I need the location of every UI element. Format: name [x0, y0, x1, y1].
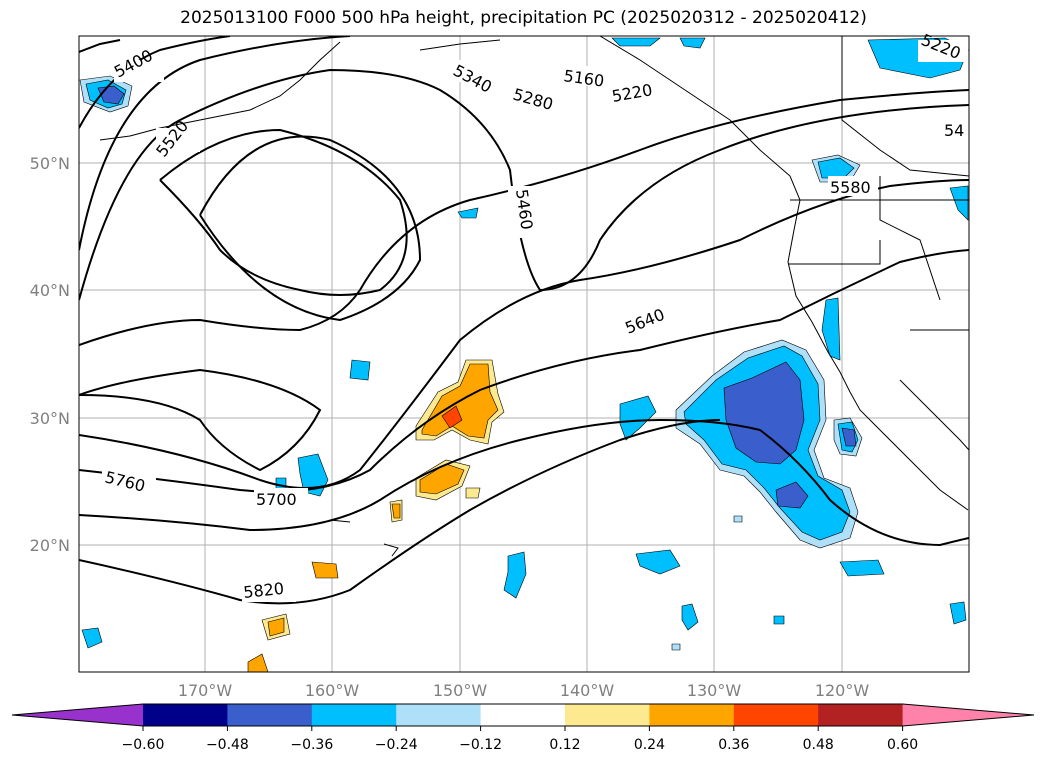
map-title: 2025013100 F000 500 hPa height, precipit…: [180, 8, 867, 28]
colorbar-tick-label: −0.24: [375, 737, 418, 753]
colorbar-tick-label: 0.36: [718, 737, 749, 753]
colorbar-tick-label: 0.60: [887, 737, 918, 753]
colorbar-segment: [818, 704, 904, 726]
contour-label: 5700: [256, 490, 297, 509]
contour-label: 54: [944, 121, 964, 140]
lat-label: 40°N: [30, 281, 70, 300]
height-contours: [79, 36, 969, 605]
contour-label: 5580: [830, 178, 871, 197]
colorbar-extend-high: [902, 704, 1034, 726]
colorbar-tick-label: −0.60: [122, 737, 165, 753]
colorbar-tick-label: 0.24: [634, 737, 665, 753]
colorbar-segment: [649, 704, 735, 726]
contour-label-group: 5400 5520 5340 5280 5160 5220 5220 54 54…: [102, 30, 969, 602]
lon-label: 170°W: [178, 681, 233, 700]
contour-label: 5820: [242, 579, 284, 602]
lon-label: 150°W: [433, 681, 488, 700]
colorbar-tick-label: −0.12: [459, 737, 502, 753]
lon-label: 140°W: [560, 681, 615, 700]
lat-label: 20°N: [30, 536, 70, 555]
lat-label: 30°N: [30, 409, 70, 428]
colorbar-segment: [565, 704, 650, 726]
coastlines: [99, 36, 969, 557]
colorbar-tick-label: −0.36: [290, 737, 333, 753]
lon-label: 130°W: [687, 681, 742, 700]
colorbar-tick-label: −0.48: [206, 737, 249, 753]
colorbar-segment: [227, 704, 313, 726]
lat-label: 50°N: [30, 154, 70, 173]
lon-label: 120°W: [815, 681, 870, 700]
colorbar-extend-low: [12, 704, 143, 726]
longitude-labels: 170°W 160°W 150°W 140°W 130°W 120°W: [178, 681, 870, 700]
colorbar-segment: [480, 704, 566, 726]
colorbar-segment: [311, 704, 397, 726]
colorbar: −0.60 −0.48 −0.36 −0.24 −0.12 0.12 0.24 0.36 0.4…: [11, 703, 1035, 753]
colorbar-segment: [143, 704, 228, 726]
lon-label: 160°W: [305, 681, 360, 700]
colorbar-tick-label: 0.48: [803, 737, 834, 753]
colorbar-segment: [733, 704, 819, 726]
latitude-labels: 50°N 40°N 30°N 20°N: [30, 154, 70, 555]
map-frame: [78, 35, 970, 673]
colorbar-segment: [396, 704, 482, 726]
colorbar-tick-label: 0.12: [549, 737, 580, 753]
